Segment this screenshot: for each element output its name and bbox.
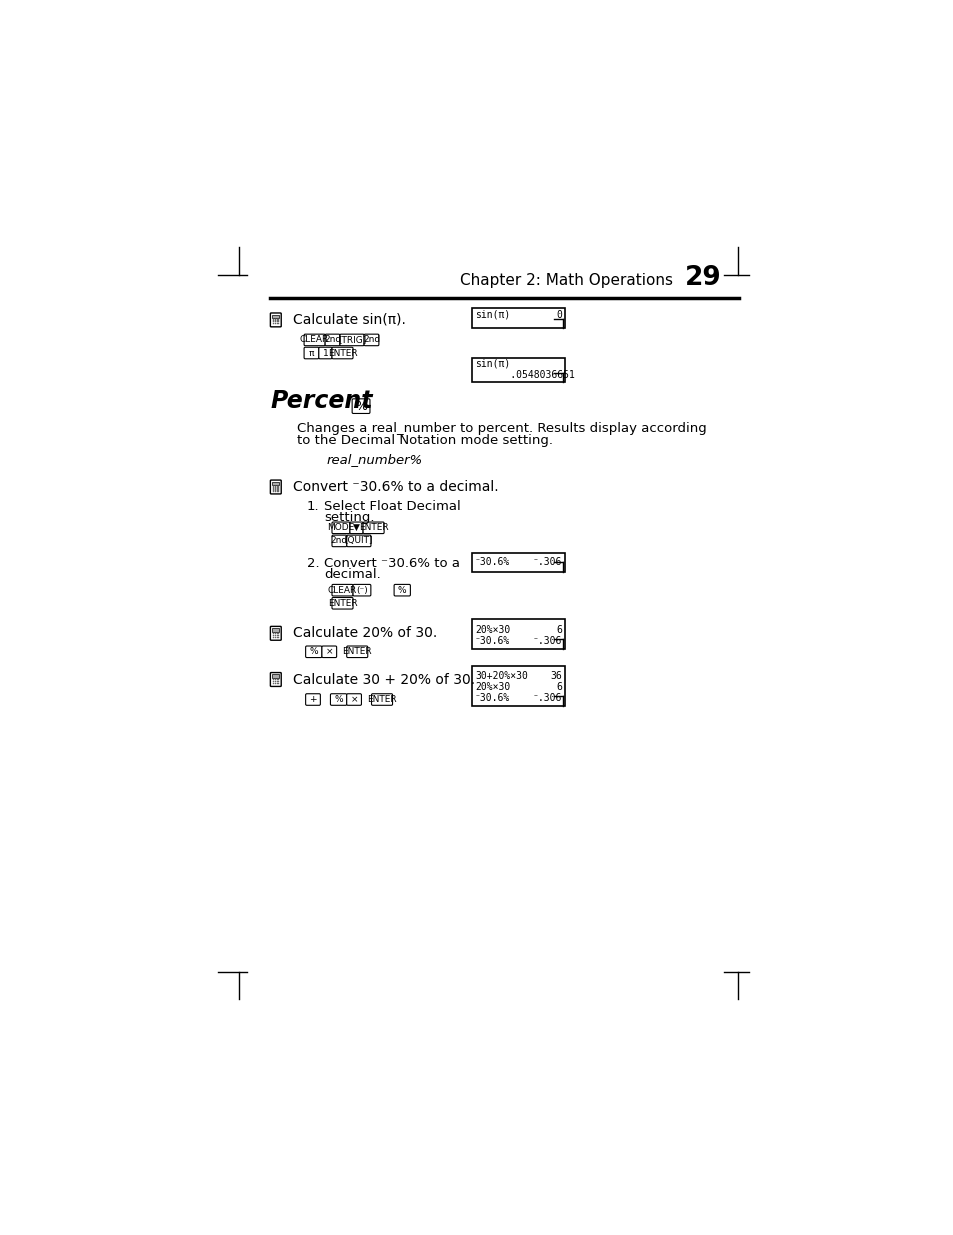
Bar [272, 629, 279, 631]
Text: to the Decimal Notation mode setting.: to the Decimal Notation mode setting. [297, 435, 553, 447]
Text: ×: × [350, 695, 357, 704]
FancyBboxPatch shape [364, 335, 378, 346]
Text: Calculate 30 + 20% of 30.: Calculate 30 + 20% of 30. [293, 673, 475, 687]
Text: ▼: ▼ [353, 524, 359, 532]
Text: CLEAR: CLEAR [299, 336, 329, 345]
Text: ENTER: ENTER [358, 524, 388, 532]
Bar [472, 620, 564, 648]
Text: ⁻30.6%: ⁻30.6% [475, 557, 510, 567]
FancyBboxPatch shape [304, 347, 318, 359]
Text: Percent: Percent [270, 389, 373, 412]
Text: Calculate sin(π).: Calculate sin(π). [293, 312, 405, 327]
FancyBboxPatch shape [330, 694, 346, 705]
Bar [472, 309, 564, 329]
Text: ENTER: ENTER [327, 348, 357, 357]
Text: ⁻.306: ⁻.306 [532, 693, 561, 703]
Text: ⁻.306: ⁻.306 [532, 557, 561, 567]
FancyBboxPatch shape [321, 646, 336, 657]
FancyBboxPatch shape [371, 694, 392, 705]
FancyBboxPatch shape [305, 694, 320, 705]
Text: sin(π): sin(π) [475, 310, 510, 320]
FancyBboxPatch shape [332, 584, 353, 597]
Text: ENTER: ENTER [342, 647, 372, 656]
Text: ENTER: ENTER [327, 599, 357, 608]
Text: ENTER: ENTER [367, 695, 396, 704]
Bar [472, 666, 564, 705]
Text: Select Float Decimal: Select Float Decimal [323, 500, 460, 513]
Text: (⁻): (⁻) [355, 585, 368, 595]
Text: %: % [397, 585, 406, 595]
Text: 2nd: 2nd [324, 336, 341, 345]
Text: Calculate 20% of 30.: Calculate 20% of 30. [293, 626, 436, 640]
FancyBboxPatch shape [332, 347, 353, 359]
Text: ⁻30.6%: ⁻30.6% [475, 636, 510, 646]
FancyBboxPatch shape [332, 522, 350, 534]
Text: .0548036651: .0548036651 [475, 369, 575, 379]
Text: %: % [355, 400, 367, 412]
Text: Chapter 2: Math Operations: Chapter 2: Math Operations [460, 273, 673, 288]
FancyBboxPatch shape [270, 312, 281, 327]
Text: 2nd: 2nd [331, 536, 348, 546]
Text: 2nd: 2nd [362, 336, 379, 345]
Text: 6: 6 [556, 682, 561, 692]
Bar [472, 358, 564, 383]
Text: Changes a real_number to percent. Results display according: Changes a real_number to percent. Result… [297, 422, 706, 435]
Text: ⁻.306: ⁻.306 [532, 636, 561, 646]
FancyBboxPatch shape [347, 535, 371, 547]
FancyBboxPatch shape [394, 584, 410, 597]
Text: ×: × [325, 647, 333, 656]
Text: setting.: setting. [323, 510, 374, 524]
Text: 6: 6 [556, 625, 561, 635]
FancyBboxPatch shape [339, 335, 364, 346]
FancyBboxPatch shape [270, 626, 281, 640]
FancyBboxPatch shape [346, 694, 361, 705]
Text: decimal.: decimal. [323, 568, 380, 580]
Text: [QUIT]: [QUIT] [344, 536, 373, 546]
Bar [472, 553, 564, 572]
Text: 36: 36 [550, 672, 561, 682]
Text: Convert ⁻30.6% to a: Convert ⁻30.6% to a [323, 557, 459, 569]
Text: real_number%: real_number% [327, 453, 423, 466]
Text: ⁻30.6%: ⁻30.6% [475, 693, 510, 703]
Text: MODE: MODE [327, 524, 355, 532]
Text: 2.: 2. [307, 557, 319, 569]
Bar [272, 482, 279, 485]
Bar [272, 315, 279, 319]
Text: 0: 0 [556, 310, 561, 320]
FancyBboxPatch shape [325, 335, 339, 346]
Text: 29: 29 [684, 264, 721, 290]
FancyBboxPatch shape [346, 646, 367, 657]
Text: 1: 1 [322, 348, 328, 357]
Text: %: % [309, 647, 317, 656]
FancyBboxPatch shape [318, 347, 332, 359]
FancyBboxPatch shape [304, 335, 325, 346]
Text: 30+20%×30: 30+20%×30 [475, 672, 527, 682]
FancyBboxPatch shape [305, 646, 321, 657]
Text: π: π [309, 348, 314, 357]
FancyBboxPatch shape [353, 584, 371, 597]
FancyBboxPatch shape [352, 399, 370, 414]
Text: 20%×30: 20%×30 [475, 682, 510, 692]
FancyBboxPatch shape [332, 535, 347, 547]
Text: 1.: 1. [307, 500, 319, 513]
Text: sin(π): sin(π) [475, 359, 510, 369]
Text: +: + [309, 695, 316, 704]
Bar [272, 674, 279, 678]
FancyBboxPatch shape [270, 673, 281, 687]
FancyBboxPatch shape [270, 480, 281, 494]
Text: 20%×30: 20%×30 [475, 625, 510, 635]
Text: CLEAR: CLEAR [328, 585, 356, 595]
Text: %: % [334, 695, 342, 704]
Text: Convert ⁻30.6% to a decimal.: Convert ⁻30.6% to a decimal. [293, 480, 498, 494]
FancyBboxPatch shape [350, 522, 363, 534]
Text: [TRIG]: [TRIG] [337, 336, 366, 345]
FancyBboxPatch shape [332, 598, 353, 609]
FancyBboxPatch shape [363, 522, 384, 534]
